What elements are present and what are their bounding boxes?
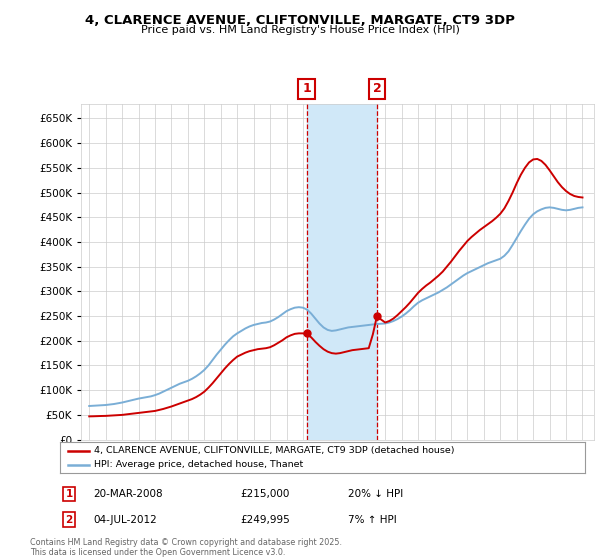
Text: Contains HM Land Registry data © Crown copyright and database right 2025.
This d: Contains HM Land Registry data © Crown c… [30, 538, 342, 557]
Text: 7% ↑ HPI: 7% ↑ HPI [348, 515, 397, 525]
Text: HPI: Average price, detached house, Thanet: HPI: Average price, detached house, Than… [94, 460, 304, 469]
Text: 20-MAR-2008: 20-MAR-2008 [93, 489, 163, 499]
Bar [307, 104, 377, 440]
Text: 4, CLARENCE AVENUE, CLIFTONVILLE, MARGATE, CT9 3DP (detached house): 4, CLARENCE AVENUE, CLIFTONVILLE, MARGAT… [94, 446, 455, 455]
Text: Price paid vs. HM Land Registry's House Price Index (HPI): Price paid vs. HM Land Registry's House … [140, 25, 460, 35]
Text: 1: 1 [302, 82, 311, 95]
Text: 04-JUL-2012: 04-JUL-2012 [93, 515, 157, 525]
Text: 2: 2 [65, 515, 73, 525]
Text: 20% ↓ HPI: 20% ↓ HPI [348, 489, 403, 499]
Text: £249,995: £249,995 [240, 515, 290, 525]
Text: 4, CLARENCE AVENUE, CLIFTONVILLE, MARGATE, CT9 3DP: 4, CLARENCE AVENUE, CLIFTONVILLE, MARGAT… [85, 14, 515, 27]
Text: 1: 1 [65, 489, 73, 499]
Text: 2: 2 [373, 82, 382, 95]
Text: £215,000: £215,000 [240, 489, 289, 499]
